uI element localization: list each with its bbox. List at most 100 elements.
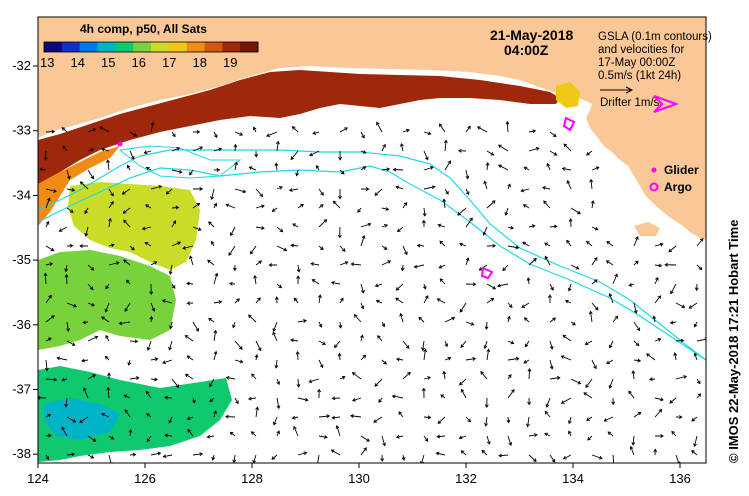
- velocity-arrowhead: [668, 248, 673, 253]
- velocity-arrowhead: [43, 272, 48, 277]
- velocity-arrow: [612, 315, 618, 323]
- velocity-arrow: [402, 129, 410, 133]
- velocity-arrowhead: [534, 433, 538, 438]
- velocity-arrow: [549, 150, 557, 156]
- velocity-arrowhead: [164, 395, 168, 400]
- velocity-arrow: [168, 340, 173, 350]
- velocity-arrow: [376, 122, 383, 133]
- velocity-arrowhead: [253, 274, 258, 279]
- y-tick-label: -37: [12, 382, 31, 397]
- velocity-arrow: [66, 453, 75, 456]
- velocity-arrow: [59, 226, 68, 232]
- velocity-arrow: [65, 264, 68, 272]
- velocity-arrowhead: [590, 200, 595, 204]
- velocity-arrow: [276, 397, 280, 409]
- velocity-arrowhead: [605, 260, 610, 264]
- velocity-arrow: [292, 416, 299, 419]
- velocity-arrow: [591, 279, 598, 285]
- velocity-arrow: [213, 148, 222, 152]
- velocity-arrow: [124, 302, 131, 312]
- velocity-arrow: [506, 121, 509, 133]
- velocity-arrow: [255, 188, 263, 197]
- velocity-arrow: [44, 273, 47, 285]
- colorbar-swatch: [133, 42, 152, 52]
- velocity-arrowhead: [296, 384, 301, 388]
- velocity-arrowhead: [507, 315, 511, 320]
- velocity-arrowhead: [83, 387, 87, 392]
- velocity-arrowhead: [90, 455, 95, 459]
- map-date: 21-May-2018: [490, 27, 573, 43]
- velocity-arrow: [101, 413, 110, 418]
- colorbar-tick-label: 17: [162, 55, 176, 70]
- velocity-arrow: [544, 411, 551, 418]
- colorbar-swatch: [186, 42, 205, 52]
- velocity-arrowhead: [272, 421, 277, 426]
- velocity-arrow: [251, 373, 257, 380]
- velocity-arrowhead: [438, 264, 443, 269]
- velocity-arrowhead: [585, 384, 589, 389]
- velocity-arrow: [465, 188, 470, 195]
- velocity-arrow: [85, 226, 89, 237]
- velocity-arrowhead: [398, 411, 402, 415]
- velocity-arrowhead: [400, 142, 404, 147]
- glider-legend-label: Glider: [664, 163, 699, 177]
- velocity-arrow: [171, 206, 179, 209]
- velocity-arrow: [633, 340, 640, 346]
- velocity-arrow: [381, 435, 386, 446]
- velocity-arrowhead: [657, 337, 662, 342]
- velocity-arrowhead: [378, 399, 382, 403]
- velocity-arrowhead: [43, 157, 48, 161]
- velocity-arrowhead: [553, 152, 558, 156]
- velocity-arrow: [297, 204, 304, 209]
- velocity-arrowhead: [491, 200, 496, 204]
- velocity-arrowhead: [552, 317, 557, 321]
- sst-east-patch: [556, 82, 580, 108]
- velocity-arrowhead: [422, 212, 427, 217]
- colorbar-swatch: [222, 42, 241, 52]
- colorbar-swatch: [151, 42, 170, 52]
- velocity-arrow: [294, 297, 299, 304]
- sst-shelf-orange: [38, 146, 120, 226]
- velocity-arrowhead: [51, 315, 55, 319]
- velocity-arrowhead: [123, 394, 128, 399]
- velocity-arrowhead: [577, 210, 581, 215]
- velocity-arrow: [297, 264, 300, 272]
- velocity-arrow: [505, 207, 509, 216]
- velocity-arrowhead: [658, 408, 663, 413]
- velocity-arrowhead: [296, 275, 301, 279]
- velocity-arrow: [524, 166, 530, 171]
- velocity-arrowhead: [437, 420, 442, 424]
- velocity-arrow: [423, 186, 435, 190]
- velocity-arrowhead: [319, 204, 324, 208]
- velocity-arrow: [147, 340, 152, 351]
- velocity-arrowhead: [382, 143, 386, 148]
- velocity-arrowhead: [84, 232, 89, 237]
- velocity-arrow: [318, 219, 327, 228]
- velocity-arrowhead: [66, 175, 71, 180]
- velocity-arrowhead: [279, 186, 283, 190]
- velocity-arrow: [146, 435, 152, 442]
- velocity-arrow: [609, 378, 614, 389]
- velocity-arrowhead: [271, 208, 276, 212]
- velocity-arrowhead: [323, 219, 328, 223]
- velocity-arrowhead: [657, 295, 662, 299]
- sst-yellow-patch: [68, 182, 200, 270]
- velocity-arrowhead: [526, 277, 531, 281]
- velocity-arrow: [443, 371, 446, 380]
- velocity-arrow: [465, 321, 474, 326]
- velocity-arrow: [360, 354, 366, 361]
- velocity-arrowhead: [522, 241, 526, 246]
- velocity-arrow: [122, 188, 131, 195]
- velocity-arrowhead: [357, 209, 361, 213]
- velocity-arrowhead: [326, 414, 331, 419]
- velocity-arrowhead: [646, 353, 650, 357]
- velocity-arrow: [524, 317, 530, 323]
- velocity-arrowhead: [498, 144, 502, 149]
- velocity-arrowhead: [344, 127, 349, 131]
- velocity-arrowhead: [380, 458, 385, 462]
- velocity-arrow: [444, 317, 455, 323]
- velocity-arrow: [360, 435, 370, 442]
- velocity-arrowhead: [550, 286, 554, 291]
- velocity-arrow: [528, 258, 537, 266]
- colorbar-swatch: [79, 42, 98, 52]
